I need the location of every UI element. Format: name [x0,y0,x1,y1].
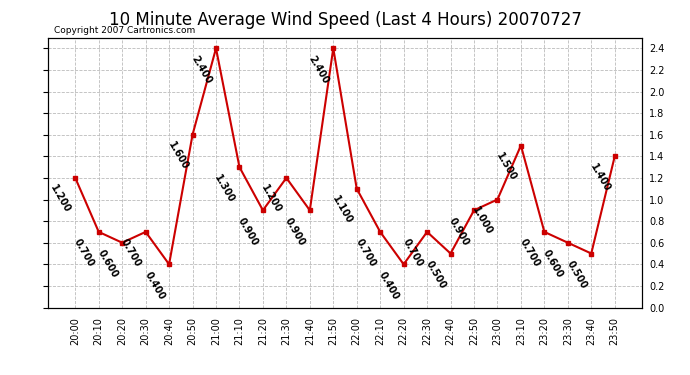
Text: Copyright 2007 Cartronics.com: Copyright 2007 Cartronics.com [55,26,195,35]
Text: 2.400: 2.400 [189,54,213,86]
Text: 0.900: 0.900 [447,216,471,248]
Text: 1.100: 1.100 [330,194,354,226]
Text: 0.900: 0.900 [236,216,260,248]
Text: 0.700: 0.700 [353,237,377,269]
Text: 0.500: 0.500 [424,259,448,291]
Text: 0.700: 0.700 [400,237,424,269]
Text: 0.500: 0.500 [564,259,589,291]
Text: 1.300: 1.300 [213,172,237,204]
Text: 10 Minute Average Wind Speed (Last 4 Hours) 20070727: 10 Minute Average Wind Speed (Last 4 Hou… [108,11,582,29]
Text: 2.400: 2.400 [306,54,331,86]
Text: 0.700: 0.700 [119,237,143,269]
Text: 1.400: 1.400 [588,162,612,194]
Text: 0.400: 0.400 [142,270,166,302]
Text: 1.200: 1.200 [48,183,72,215]
Text: 1.500: 1.500 [494,151,518,183]
Text: 1.600: 1.600 [166,140,190,172]
Text: 0.600: 0.600 [541,248,565,280]
Text: 0.600: 0.600 [95,248,119,280]
Text: 0.900: 0.900 [283,216,307,248]
Text: 0.700: 0.700 [518,237,542,269]
Text: 0.700: 0.700 [72,237,96,269]
Text: 1.200: 1.200 [259,183,284,215]
Text: 0.400: 0.400 [377,270,401,302]
Text: 1.000: 1.000 [471,205,495,237]
